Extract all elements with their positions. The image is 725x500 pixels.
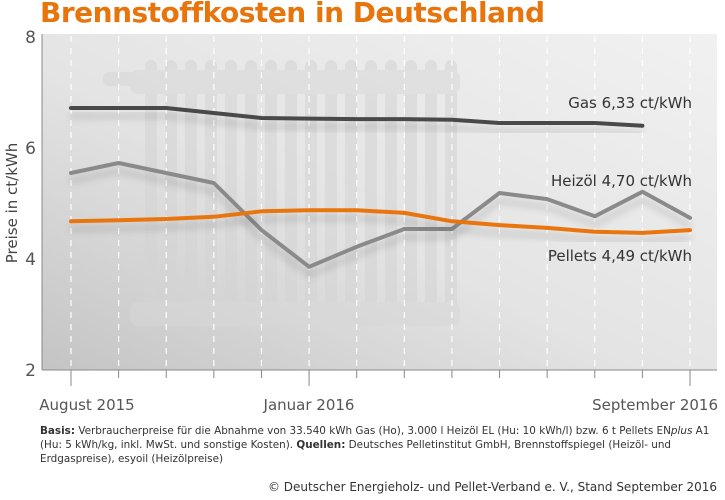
- y-tick-label-4: 4: [25, 250, 36, 270]
- x-tick-label-sep-2016: September 2016: [592, 396, 718, 414]
- series-lines: [69, 106, 692, 269]
- line-chart: 8 6 4 2 Preise in ct/kWh August 2015 Jan…: [3, 28, 718, 414]
- x-tick-label-jan-2016: Januar 2016: [263, 396, 355, 414]
- series-label-heizoel: Heizöl 4,70 ct/kWh: [551, 172, 692, 190]
- gridlines: [70, 36, 691, 370]
- sources-text: Deutsches Pelletinstitut GmbH, Brennstof…: [40, 439, 672, 465]
- copyright: © Deutscher Energieholz- und Pellet-Verb…: [267, 480, 717, 494]
- x-ticks: [70, 370, 691, 386]
- y-tick-label-6: 6: [25, 139, 36, 159]
- sources-label: Quellen:: [296, 439, 346, 451]
- series-label-gas: Gas 6,33 ct/kWh: [568, 94, 692, 112]
- y-tick-label-2: 2: [25, 361, 36, 381]
- series-line-pellets: [69, 208, 692, 235]
- series-line-heizoel: [69, 161, 692, 269]
- basis-text-2: A1 (Hu: 5 kWh/kg, inkl. MwSt. und sonsti…: [40, 425, 710, 451]
- x-tick-label-aug-2015: August 2015: [39, 396, 134, 414]
- basis-label: Basis:: [40, 425, 76, 437]
- basis-text: Verbraucherpreise für die Abnahme von 33…: [75, 425, 671, 437]
- y-tick-label-8: 8: [25, 28, 36, 48]
- enplus-italic: plus: [670, 425, 693, 437]
- footnote: Basis: Verbraucherpreise für die Abnahme…: [40, 424, 725, 466]
- series-label-pellets: Pellets 4,49 ct/kWh: [548, 247, 692, 265]
- y-axis-label: Preise in ct/kWh: [3, 143, 21, 263]
- chart-title: Brennstoffkosten in Deutschland: [40, 0, 545, 29]
